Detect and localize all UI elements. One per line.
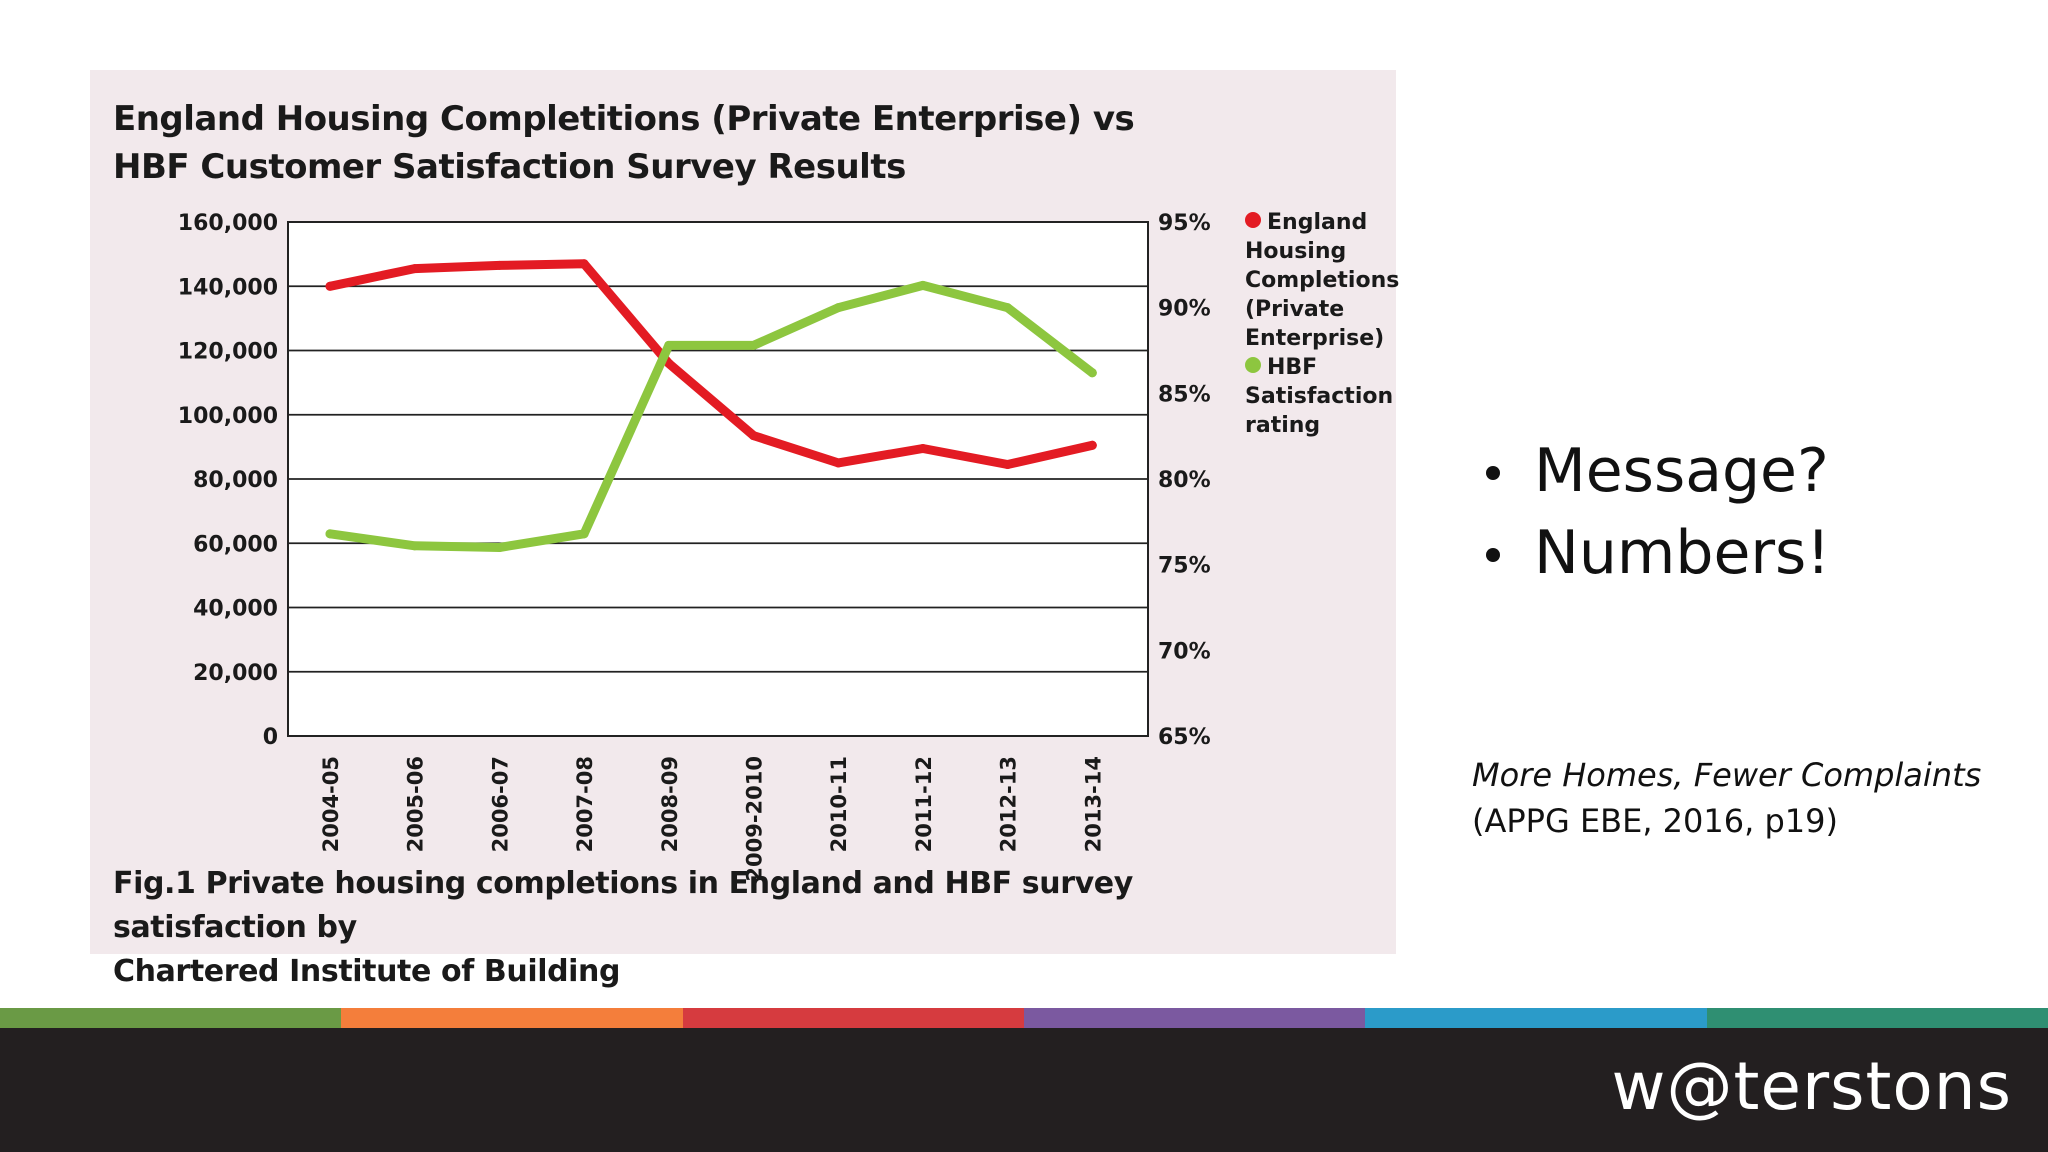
figure-title-line-2: HBF Customer Satisfaction Survey Results bbox=[113, 147, 906, 187]
data-point-hbf-satisfaction bbox=[1087, 368, 1097, 378]
left-axis-tick-label: 60,000 bbox=[193, 532, 278, 557]
left-axis-tick-label: 140,000 bbox=[178, 275, 278, 300]
legend-label: Enterprise) bbox=[1245, 326, 1385, 351]
figure-title: England Housing Completitions (Private E… bbox=[113, 95, 1135, 191]
stripe-segment bbox=[1023, 1008, 1366, 1028]
data-point-housing-completions bbox=[325, 281, 335, 291]
data-point-housing-completions bbox=[833, 458, 843, 468]
right-axis-tick-label: 65% bbox=[1158, 725, 1211, 750]
x-axis-tick-label: 2010-11 bbox=[827, 756, 851, 852]
x-axis-tick-label: 2013-14 bbox=[1081, 756, 1105, 852]
right-axis-tick-label: 90% bbox=[1158, 297, 1211, 322]
data-point-hbf-satisfaction bbox=[749, 340, 758, 350]
bullet-list: Message? Numbers! bbox=[1480, 430, 1830, 594]
left-axis-tick-label: 0 bbox=[263, 725, 278, 750]
citation: More Homes, Fewer Complaints (APPG EBE, … bbox=[1472, 752, 2032, 844]
bullet-item-message: Message? bbox=[1480, 430, 1830, 512]
x-axis-tick-label: 2007-08 bbox=[573, 756, 597, 852]
legend-entry-line: England bbox=[1245, 208, 1395, 237]
data-point-hbf-satisfaction bbox=[579, 529, 589, 539]
data-point-housing-completions bbox=[1003, 460, 1013, 470]
legend-entry: England Housing Completions (Private Enterpr… bbox=[1245, 208, 1399, 353]
left-axis-tick-label: 100,000 bbox=[178, 404, 278, 429]
legend-label: Housing bbox=[1245, 239, 1347, 264]
legend-entry-line: rating bbox=[1245, 411, 1395, 440]
color-stripe bbox=[0, 1008, 2048, 1028]
right-axis-tick-label: 85% bbox=[1158, 382, 1211, 407]
data-point-hbf-satisfaction bbox=[410, 541, 420, 551]
stripe-segment bbox=[682, 1008, 1024, 1028]
left-axis-tick-label: 120,000 bbox=[178, 340, 278, 365]
bullet-item-numbers: Numbers! bbox=[1480, 512, 1830, 594]
legend-entry: HBF Satisfaction rating bbox=[1245, 353, 1395, 440]
left-axis-tick-label: 80,000 bbox=[193, 468, 278, 493]
x-axis-tick-label: 2006-07 bbox=[488, 756, 512, 852]
series-line-housing-completions bbox=[325, 259, 1097, 469]
x-axis-tick-label: 2009-2010 bbox=[743, 756, 767, 882]
data-point-hbf-satisfaction bbox=[325, 529, 335, 539]
right-axis-tick-label: 75% bbox=[1158, 554, 1211, 579]
data-point-hbf-satisfaction bbox=[494, 543, 504, 553]
stripe-segment bbox=[1706, 1008, 2048, 1028]
left-axis-tick-label: 40,000 bbox=[193, 597, 278, 622]
citation-detail: (APPG EBE, 2016, p19) bbox=[1472, 802, 1838, 840]
bullet-dot-icon bbox=[1486, 466, 1500, 480]
right-axis-tick-label: 95% bbox=[1158, 211, 1211, 236]
legend-label: (Private bbox=[1245, 297, 1345, 322]
waterstons-logo: w@terstons bbox=[1611, 1048, 2012, 1125]
data-point-hbf-satisfaction bbox=[1003, 303, 1013, 313]
data-point-housing-completions bbox=[579, 259, 589, 269]
citation-title: More Homes, Fewer Complaints bbox=[1472, 756, 1982, 794]
x-axis-tick-label: 2011-12 bbox=[912, 756, 936, 852]
stripe-segment bbox=[341, 1008, 683, 1028]
legend-dot-icon bbox=[1245, 212, 1261, 228]
bullet-text: Numbers! bbox=[1534, 518, 1831, 588]
x-axis-tick-label: 2008-09 bbox=[658, 756, 682, 852]
data-point-housing-completions bbox=[1087, 440, 1097, 450]
series-line-hbf-satisfaction bbox=[325, 280, 1097, 552]
legend-entry-line: HBF bbox=[1245, 353, 1395, 382]
legend-label: Satisfaction bbox=[1245, 384, 1394, 409]
left-axis-tick-label: 160,000 bbox=[178, 211, 278, 236]
stripe-segment bbox=[1365, 1008, 1707, 1028]
legend-dot-icon bbox=[1245, 357, 1261, 373]
data-point-housing-completions bbox=[494, 260, 504, 270]
right-axis-tick-label: 80% bbox=[1158, 468, 1211, 493]
data-point-housing-completions bbox=[749, 431, 758, 441]
figure-title-line-1: England Housing Completitions (Private E… bbox=[113, 99, 1135, 139]
legend-label: HBF bbox=[1267, 355, 1318, 380]
legend-entry-line: Satisfaction bbox=[1245, 382, 1395, 411]
figure-caption: Fig.1 Private housing completions in Eng… bbox=[113, 862, 1333, 994]
data-point-hbf-satisfaction bbox=[664, 340, 674, 350]
data-point-hbf-satisfaction bbox=[833, 303, 843, 313]
stripe-segment bbox=[0, 1008, 342, 1028]
data-point-hbf-satisfaction bbox=[918, 280, 928, 290]
legend-entry-line: (Private bbox=[1245, 295, 1395, 324]
legend-entry-line: Housing bbox=[1245, 237, 1395, 266]
legend-label: Completions bbox=[1245, 268, 1400, 293]
footer-bar: w@terstons bbox=[0, 1028, 2048, 1152]
figure-caption-line-1: Fig.1 Private housing completions in Eng… bbox=[113, 866, 1133, 945]
legend-entry-line: Enterprise) bbox=[1245, 324, 1395, 353]
chart-legend: England Housing Completions (Private Enterpr… bbox=[1245, 208, 1399, 440]
x-axis-tick-label: 2005-06 bbox=[404, 756, 428, 852]
figure-caption-line-2: Chartered Institute of Building bbox=[113, 954, 621, 989]
x-axis-tick-label: 2004-05 bbox=[319, 756, 343, 852]
legend-label: England bbox=[1267, 210, 1368, 235]
x-axis-tick-label: 2012-13 bbox=[997, 756, 1021, 852]
bullet-text: Message? bbox=[1534, 436, 1829, 506]
legend-entry-line: Completions bbox=[1245, 266, 1399, 295]
right-axis-tick-label: 70% bbox=[1158, 639, 1211, 664]
data-point-housing-completions bbox=[410, 264, 420, 274]
left-axis-tick-label: 20,000 bbox=[193, 661, 278, 686]
legend-label: rating bbox=[1245, 413, 1321, 438]
bullet-dot-icon bbox=[1486, 548, 1500, 562]
data-point-housing-completions bbox=[918, 443, 928, 453]
